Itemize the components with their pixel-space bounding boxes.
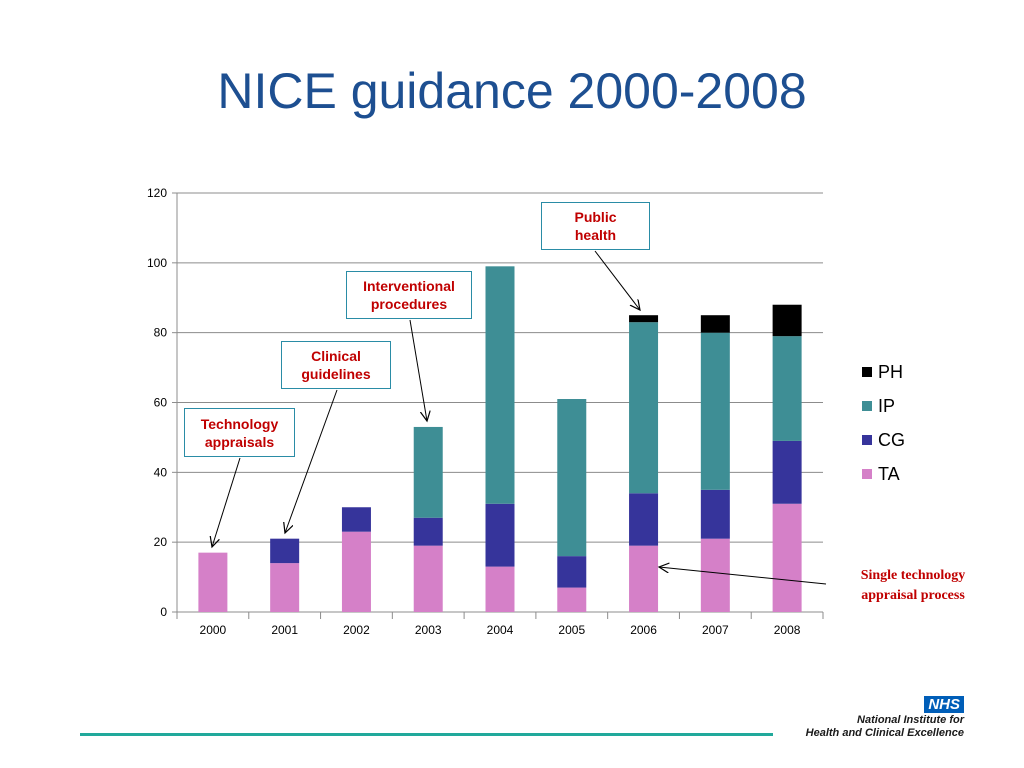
arrow-public-health [594, 250, 640, 310]
bar-ta-2003 [413, 545, 443, 612]
arrow-single-technology [659, 567, 827, 585]
x-tick-label: 2000 [200, 623, 227, 637]
y-tick-label: 120 [147, 186, 167, 200]
callout-public-health: Public health [541, 202, 650, 250]
bar-cg-2004 [485, 503, 515, 567]
legend-item-ph: PH [862, 355, 905, 389]
bar-ta-2007 [700, 538, 730, 612]
bar-cg-2001 [270, 538, 300, 564]
y-tick-label: 0 [160, 605, 167, 619]
arrow-technology-appraisals [212, 457, 241, 547]
x-tick-label: 2002 [343, 623, 370, 637]
bar-cg-2008 [772, 440, 802, 504]
legend-item-cg: CG [862, 423, 905, 457]
legend-label-ip: IP [878, 395, 896, 416]
bar-ta-2002 [341, 531, 371, 612]
bar-cg-2002 [341, 507, 371, 532]
callout-interventional-procedures: Interventional procedures [346, 271, 472, 319]
callout-clinical-guidelines: Clinical guidelines [281, 341, 391, 389]
page-title: NICE guidance 2000-2008 [217, 63, 807, 119]
note-single-technology: Single technology appraisal process [860, 568, 966, 603]
bar-cg-2003 [413, 517, 443, 546]
bar-cg-2007 [700, 489, 730, 539]
legend-swatch-ip [862, 401, 872, 411]
x-tick-label: 2006 [630, 623, 657, 637]
x-tick-label: 2003 [415, 623, 442, 637]
bar-cg-2005 [557, 556, 587, 588]
bar-ip-2006 [629, 322, 659, 494]
logo-line-1: National Institute for [857, 714, 964, 726]
bar-ta-2001 [270, 563, 300, 612]
annotation-arrows [212, 250, 827, 585]
legend-swatch-cg [862, 435, 872, 445]
bar-ip-2004 [485, 266, 515, 504]
x-tick-label: 2005 [558, 623, 585, 637]
bar-ip-2005 [557, 399, 587, 557]
logo-line-2: Health and Clinical Excellence [805, 727, 964, 739]
bar-ph-2007 [700, 315, 730, 333]
legend-swatch-ta [862, 469, 872, 479]
y-tick-label: 60 [154, 396, 168, 410]
bar-ta-2006 [629, 545, 659, 612]
bars [198, 266, 802, 612]
x-tick-label: 2004 [487, 623, 514, 637]
x-tick-label: 2001 [271, 623, 298, 637]
x-tick-label: 2008 [774, 623, 801, 637]
bar-ta-2000 [198, 552, 228, 612]
bar-ip-2007 [700, 332, 730, 490]
bar-ip-2003 [413, 426, 443, 518]
bar-ta-2004 [485, 566, 515, 612]
y-tick-label: 80 [154, 326, 168, 340]
legend-label-ph: PH [878, 361, 904, 382]
nhs-badge: NHS [924, 696, 964, 713]
axes: 0 20 40 60 80 100 120 2000 2001 2002 2003 2004 2005 2… [147, 186, 824, 637]
bar-cg-2006 [629, 493, 659, 546]
chart-legend: PH IP CG TA [862, 355, 905, 491]
bar-ta-2008 [772, 503, 802, 612]
legend-item-ip: IP [862, 389, 905, 423]
legend-swatch-ph [862, 367, 872, 377]
legend-label-ta: TA [878, 463, 900, 484]
x-tick-label: 2007 [702, 623, 729, 637]
bar-ph-2008 [772, 304, 802, 337]
bar-ip-2008 [772, 336, 802, 441]
legend-label-cg: CG [878, 429, 905, 450]
bar-ta-2005 [557, 587, 587, 612]
y-tick-label: 100 [147, 256, 167, 270]
arrow-interventional-procedures [409, 319, 427, 421]
y-tick-label: 20 [154, 535, 168, 549]
nhs-nice-logo: NHS National Institute for Health and Cl… [800, 694, 970, 744]
arrow-clinical-guidelines [285, 389, 338, 533]
callout-technology-appraisals: Technology appraisals [184, 408, 295, 457]
legend-item-ta: TA [862, 457, 905, 491]
footer-divider [80, 733, 773, 736]
y-tick-label: 40 [154, 465, 168, 479]
bar-ph-2006 [629, 315, 659, 323]
